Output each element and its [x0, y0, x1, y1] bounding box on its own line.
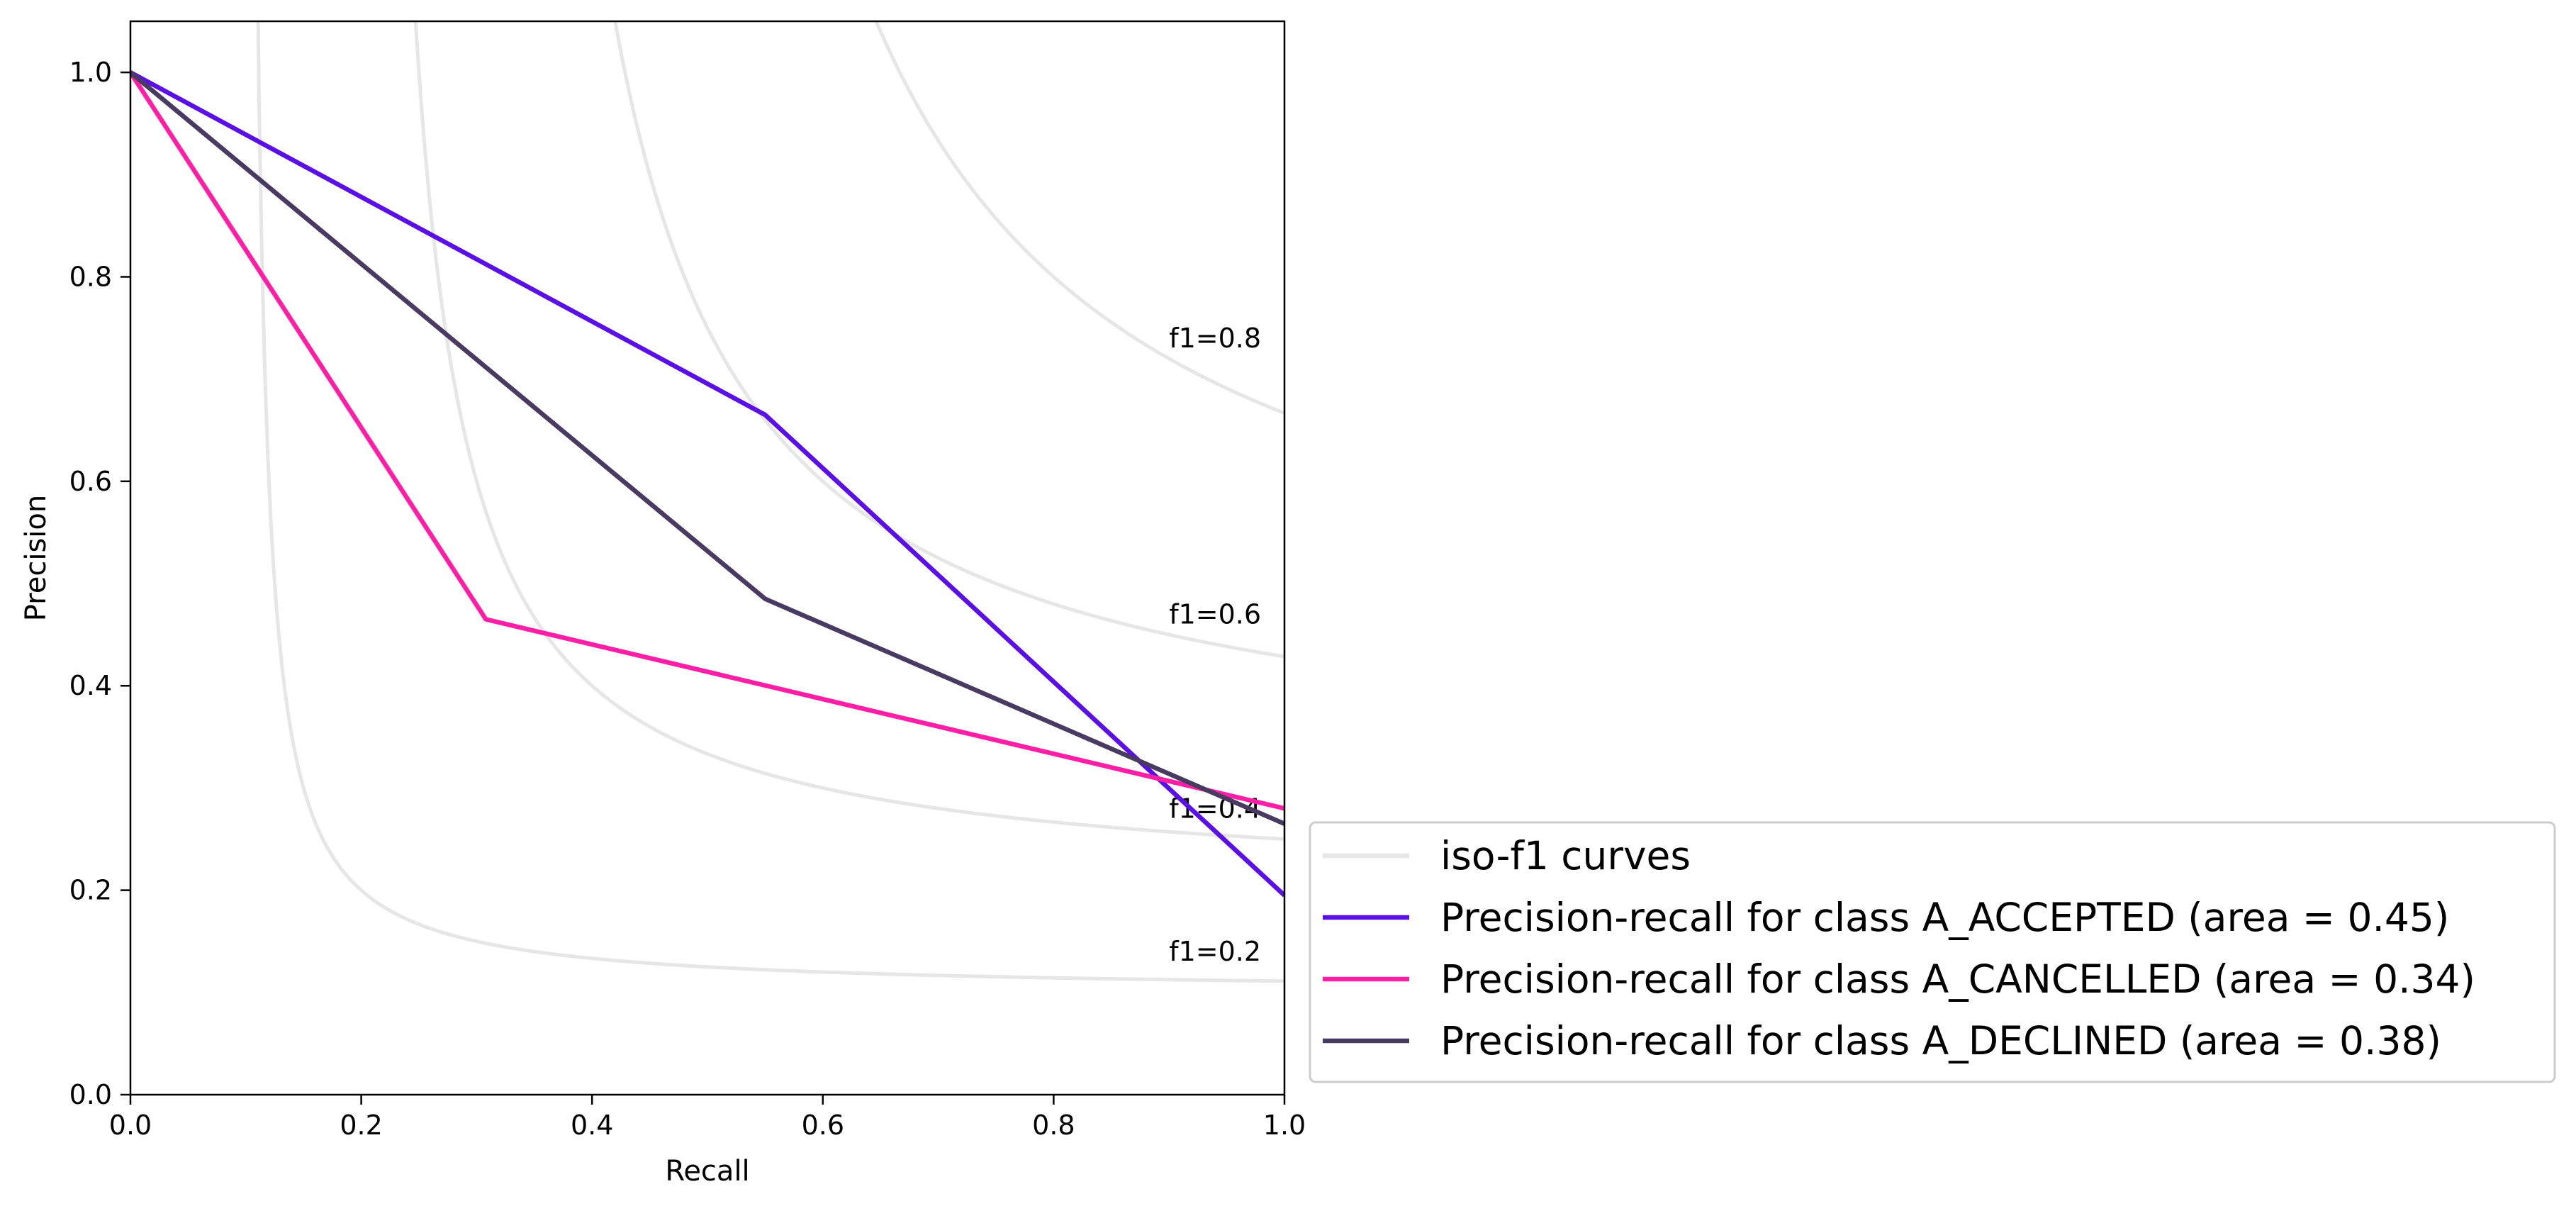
legend-items: iso-f1 curves Precision-recall for class … [1323, 833, 2475, 1063]
legend-label: Precision-recall for class A_CANCELLED (… [1440, 956, 2475, 1002]
x-tick-label: 0.8 [1032, 1110, 1075, 1141]
y-axis-title: Precision [20, 495, 52, 621]
iso-f1-curve [874, 21, 1284, 415]
plot-frame [129, 20, 1286, 1096]
legend-label: iso-f1 curves [1440, 833, 1691, 878]
x-tick-label: 1.0 [1263, 1110, 1306, 1141]
iso-f1-curve [613, 21, 1284, 659]
x-tick-label: 0.4 [571, 1110, 613, 1141]
y-tick-label: 0.8 [69, 261, 112, 292]
pr-series-line [130, 70, 1284, 826]
iso-f1-curve [256, 21, 1284, 983]
y-axis-ticks: 0.0 0.2 0.4 0.6 0.8 1.0 [69, 57, 130, 1110]
legend-label: Precision-recall for class A_ACCEPTED (a… [1440, 895, 2449, 940]
x-tick-label: 0.2 [340, 1110, 382, 1141]
legend: iso-f1 curves Precision-recall for class … [1309, 821, 2556, 1083]
pr-series-line [130, 71, 1284, 811]
y-tick-label: 0.4 [69, 670, 112, 701]
y-tick-label: 0.2 [69, 875, 112, 906]
iso-f1-label: f1=0.8 [1169, 323, 1261, 354]
pr-series [130, 70, 1284, 898]
pr-series-line [130, 70, 1284, 898]
iso-f1-curves [256, 21, 1284, 983]
iso-f1-curve [413, 21, 1284, 842]
x-axis-ticks: 0.0 0.2 0.4 0.6 0.8 1.0 [109, 1095, 1306, 1141]
legend-frame [1309, 821, 2556, 1083]
x-tick-label: 0.0 [109, 1110, 152, 1141]
x-tick-label: 0.6 [802, 1110, 844, 1141]
iso-f1-label: f1=0.6 [1169, 598, 1261, 630]
iso-f1-label: f1=0.2 [1169, 936, 1261, 967]
y-tick-label: 0.6 [69, 466, 112, 497]
legend-label: Precision-recall for class A_DECLINED (a… [1440, 1018, 2441, 1063]
iso-f1-labels: f1=0.2f1=0.4f1=0.6f1=0.8 [1169, 323, 1261, 967]
x-axis-title: Recall [665, 1155, 749, 1188]
y-tick-label: 1.0 [69, 57, 112, 88]
y-tick-label: 0.0 [69, 1079, 112, 1110]
